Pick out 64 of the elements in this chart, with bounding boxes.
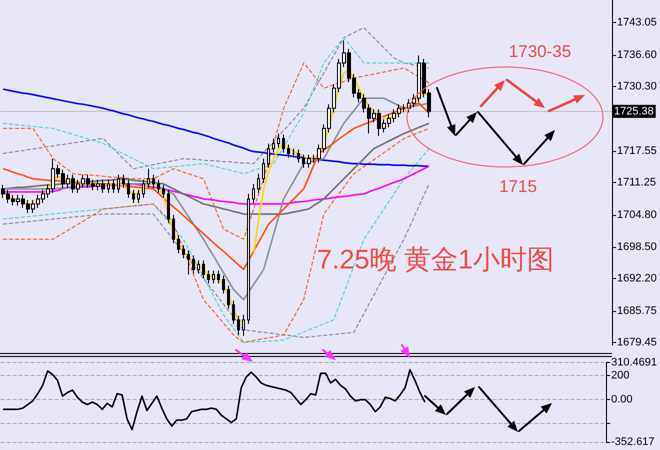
candlestick bbox=[192, 254, 195, 274]
candlestick bbox=[232, 300, 235, 324]
y-tick-label: 1692.20 bbox=[617, 272, 657, 285]
candlestick bbox=[107, 179, 110, 194]
candlestick bbox=[177, 234, 180, 254]
line-series bbox=[2, 97, 430, 300]
candlestick bbox=[227, 285, 230, 310]
y-tick-label: 1736.60 bbox=[617, 48, 657, 61]
candlestick bbox=[127, 179, 130, 198]
candlestick bbox=[132, 189, 135, 204]
candlestick bbox=[282, 134, 285, 154]
candlestick bbox=[222, 274, 225, 294]
line-series bbox=[2, 62, 430, 240]
candlestick bbox=[277, 132, 280, 148]
y-tick-label: 0.00 bbox=[611, 394, 633, 406]
candlestick bbox=[297, 149, 300, 164]
y-tick-label: 1704.80 bbox=[617, 209, 657, 222]
candlestick bbox=[212, 270, 215, 284]
y-tick-label: 1730.30 bbox=[617, 80, 657, 93]
y-tick-label: 200 bbox=[611, 370, 630, 382]
candlestick bbox=[137, 189, 140, 204]
text: 1730-35 bbox=[508, 42, 572, 61]
candlestick bbox=[147, 168, 150, 188]
candlestick bbox=[152, 174, 155, 188]
candlestick bbox=[257, 173, 260, 194]
candlestick bbox=[302, 154, 305, 168]
candlestick bbox=[117, 174, 120, 194]
y-tick-label: 1698.50 bbox=[617, 240, 657, 253]
candlestick bbox=[157, 179, 160, 194]
candlestick bbox=[237, 315, 240, 336]
y-tick-label: 1717.55 bbox=[617, 144, 657, 157]
candlestick bbox=[247, 193, 250, 324]
candlestick bbox=[242, 314, 245, 336]
candlestick bbox=[112, 179, 115, 194]
candlestick bbox=[292, 148, 295, 158]
candlestick bbox=[172, 214, 175, 244]
candlestick bbox=[272, 138, 275, 154]
candlestick bbox=[197, 260, 200, 274]
y-tick-label: 1743.05 bbox=[617, 16, 657, 28]
y-tick-label: -352.617 bbox=[611, 436, 655, 448]
candlestick bbox=[217, 270, 220, 284]
y-tick-label: 1679.45 bbox=[617, 336, 657, 349]
candlestick bbox=[162, 184, 165, 198]
line-series bbox=[2, 183, 430, 338]
y-tick-label: 1685.75 bbox=[617, 305, 657, 318]
candlestick bbox=[267, 143, 270, 168]
candlestick bbox=[142, 179, 145, 198]
candlestick bbox=[252, 183, 255, 204]
candlestick bbox=[202, 260, 205, 280]
candlestick bbox=[187, 250, 190, 275]
candlestick bbox=[167, 189, 170, 224]
candlestick bbox=[182, 244, 185, 259]
candlestick bbox=[207, 270, 210, 284]
text: 7.25晚 黄金1小时图 bbox=[317, 244, 554, 274]
line-series bbox=[2, 165, 430, 205]
y-tick-label: 1711.25 bbox=[617, 176, 656, 189]
text: 1715 bbox=[499, 177, 537, 196]
line-series bbox=[2, 88, 430, 168]
ref-line-label: 1725.38 bbox=[614, 105, 654, 118]
candlestick bbox=[122, 174, 125, 188]
candlestick bbox=[287, 144, 290, 158]
y-tick-label: 310.4691 bbox=[611, 356, 658, 368]
candlestick bbox=[262, 158, 265, 184]
line-series bbox=[2, 368, 426, 430]
